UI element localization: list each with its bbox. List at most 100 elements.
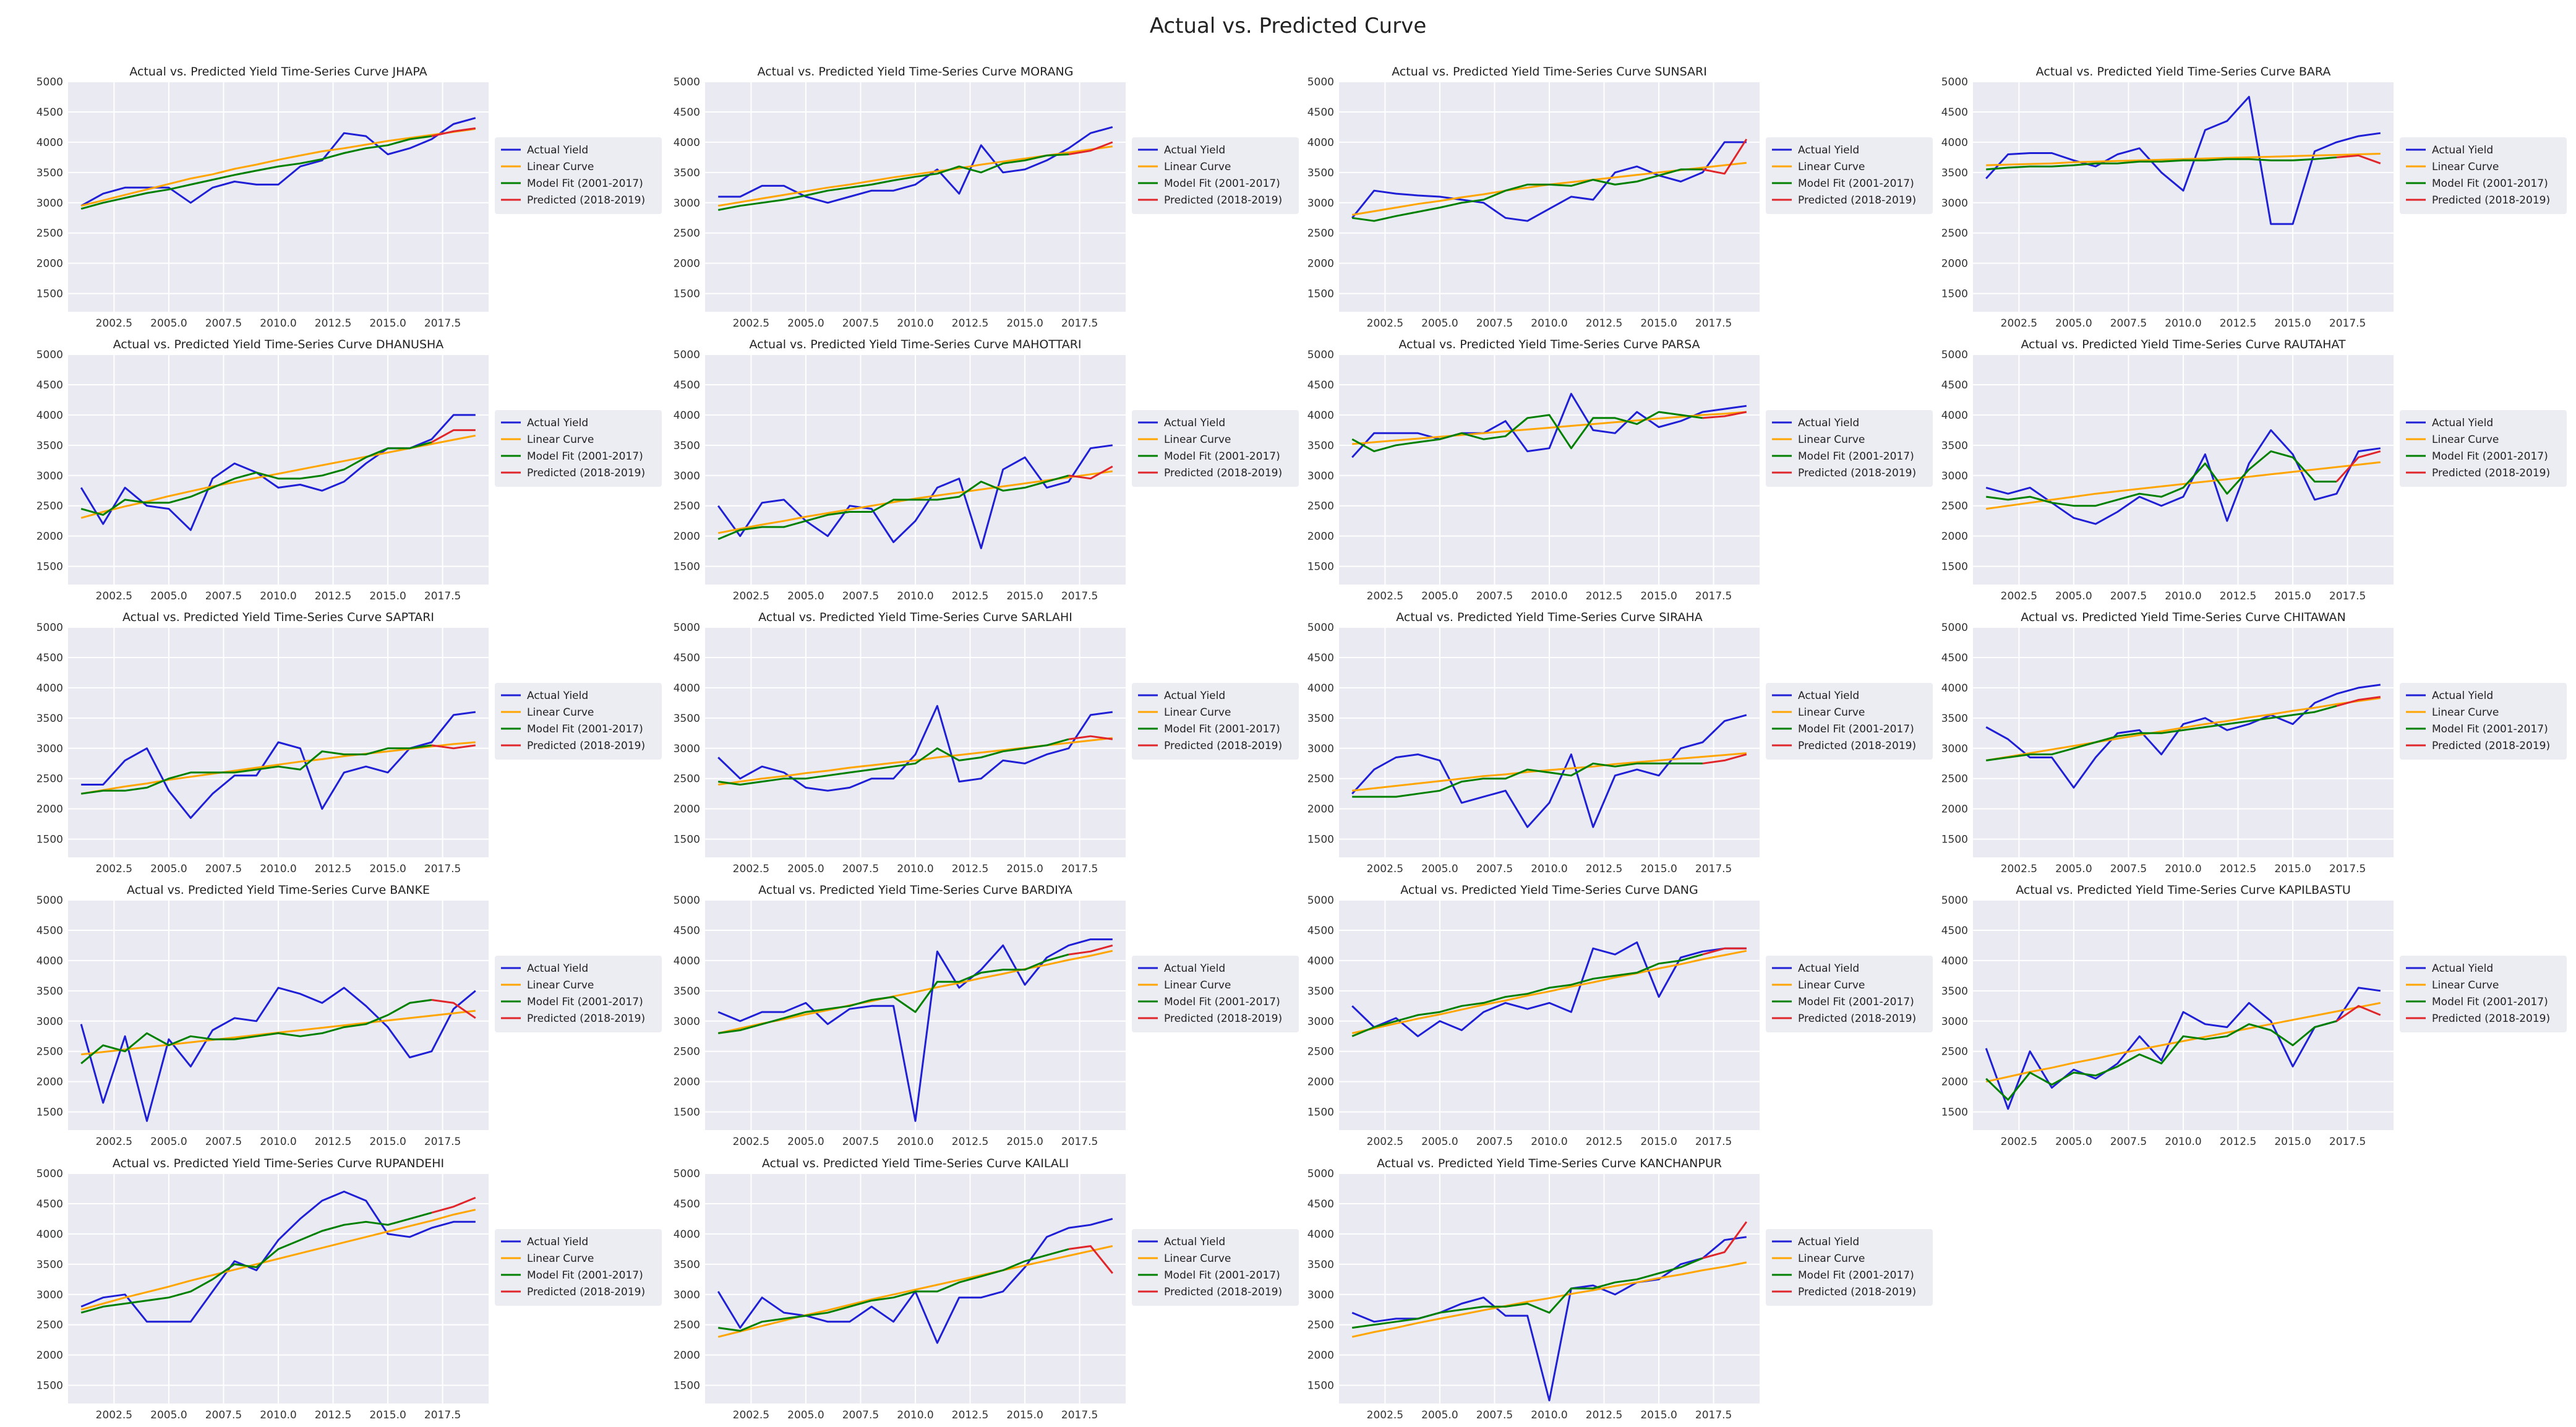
chart-panel: Actual vs. Predicted Yield Time-Series C… xyxy=(659,881,1302,1154)
y-tick-label: 1500 xyxy=(674,834,700,846)
linear-line xyxy=(717,1245,1113,1338)
x-tick-label: 2015.0 xyxy=(2274,863,2311,875)
linear-line xyxy=(1351,1261,1747,1338)
x-tick-label: 2017.5 xyxy=(2329,590,2366,602)
x-tick-label: 2017.5 xyxy=(1695,317,1732,330)
legend-label: Model Fit (2001-2017) xyxy=(2432,178,2548,190)
y-tick-label: 2000 xyxy=(1307,258,1334,270)
x-tick-label: 2002.5 xyxy=(96,1136,132,1148)
y-tick-label: 3500 xyxy=(36,440,63,452)
y-tick-label: 4000 xyxy=(1307,682,1334,695)
x-tick-label: 2017.5 xyxy=(1695,1136,1732,1148)
predicted-line xyxy=(1702,139,1748,175)
legend-box xyxy=(495,410,662,487)
legend-label: Actual Yield xyxy=(527,690,588,702)
predicted-line xyxy=(1702,753,1747,765)
y-tick-label: 3000 xyxy=(674,1289,700,1301)
chart-svg: Actual vs. Predicted Yield Time-Series C… xyxy=(36,1157,662,1421)
y-tick-label: 4000 xyxy=(36,409,63,422)
legend-label: Linear Curve xyxy=(2432,434,2499,446)
actual-line xyxy=(1351,141,1747,222)
legend-label: Model Fit (2001-2017) xyxy=(1798,450,1914,463)
y-tick-label: 5000 xyxy=(674,1168,700,1180)
x-tick-label: 2010.0 xyxy=(2165,1136,2201,1148)
x-tick-label: 2017.5 xyxy=(1061,317,1098,330)
linear-line xyxy=(1351,949,1747,1034)
legend-label: Model Fit (2001-2017) xyxy=(527,996,643,1008)
x-tick-label: 2010.0 xyxy=(1531,1409,1567,1421)
x-tick-label: 2010.0 xyxy=(897,590,933,602)
x-tick-label: 2012.5 xyxy=(315,1136,351,1148)
y-tick-label: 3500 xyxy=(1941,167,1968,179)
legend-box xyxy=(2400,956,2567,1032)
legend-label: Model Fit (2001-2017) xyxy=(1164,996,1280,1008)
x-tick-label: 2010.0 xyxy=(2165,317,2201,330)
x-tick-label: 2017.5 xyxy=(2329,317,2366,330)
legend-label: Actual Yield xyxy=(1798,962,1859,975)
legend-label: Linear Curve xyxy=(1798,1253,1865,1265)
y-tick-label: 3000 xyxy=(1941,743,1968,755)
y-tick-label: 4000 xyxy=(674,1228,700,1241)
y-tick-label: 2000 xyxy=(1941,1076,1968,1089)
y-tick-label: 1500 xyxy=(1307,1380,1334,1392)
actual-line xyxy=(717,705,1113,792)
chart-panel: Actual vs. Predicted Yield Time-Series C… xyxy=(22,63,665,335)
chart-svg: Actual vs. Predicted Yield Time-Series C… xyxy=(674,1157,1299,1421)
x-tick-label: 2017.5 xyxy=(424,863,461,875)
legend-label: Linear Curve xyxy=(2432,161,2499,173)
y-tick-label: 1500 xyxy=(1307,1107,1334,1119)
x-tick-label: 2012.5 xyxy=(315,1409,351,1421)
legend-label: Linear Curve xyxy=(1164,1253,1231,1265)
y-tick-label: 2000 xyxy=(674,258,700,270)
chart-panel: Actual vs. Predicted Yield Time-Series C… xyxy=(1293,63,1936,335)
linear-line xyxy=(1985,461,2381,510)
legend-label: Model Fit (2001-2017) xyxy=(1164,1269,1280,1282)
chart-title: Actual vs. Predicted Yield Time-Series C… xyxy=(762,1157,1069,1170)
y-tick-label: 3500 xyxy=(1307,1259,1334,1271)
y-tick-label: 2000 xyxy=(1941,803,1968,816)
fit-line xyxy=(1986,156,2337,171)
fit-line xyxy=(80,744,432,795)
x-tick-label: 2012.5 xyxy=(952,1136,988,1148)
y-tick-label: 2000 xyxy=(1307,803,1334,816)
x-tick-label: 2002.5 xyxy=(733,590,769,602)
y-tick-label: 4500 xyxy=(36,652,63,664)
y-tick-label: 1500 xyxy=(1307,288,1334,301)
x-tick-label: 2002.5 xyxy=(1367,1136,1403,1148)
x-tick-label: 2005.0 xyxy=(150,590,187,602)
x-tick-label: 2005.0 xyxy=(150,1409,187,1421)
legend-label: Model Fit (2001-2017) xyxy=(2432,450,2548,463)
chart-svg: Actual vs. Predicted Yield Time-Series C… xyxy=(674,611,1299,875)
legend-box xyxy=(1132,683,1299,760)
x-tick-label: 2017.5 xyxy=(1061,590,1098,602)
x-tick-label: 2015.0 xyxy=(1006,1136,1043,1148)
x-tick-label: 2017.5 xyxy=(1695,1409,1732,1421)
legend-label: Model Fit (2001-2017) xyxy=(2432,723,2548,735)
y-tick-label: 3000 xyxy=(36,1289,63,1301)
predicted-line xyxy=(1068,1245,1113,1274)
x-tick-label: 2002.5 xyxy=(2001,590,2037,602)
y-tick-label: 3000 xyxy=(36,197,63,210)
legend-label: Actual Yield xyxy=(2432,690,2493,702)
y-tick-label: 2500 xyxy=(1941,228,1968,240)
chart-title: Actual vs. Predicted Yield Time-Series C… xyxy=(758,883,1072,897)
y-tick-label: 2000 xyxy=(674,1076,700,1089)
x-tick-label: 2002.5 xyxy=(96,590,132,602)
x-tick-label: 2017.5 xyxy=(1695,863,1732,875)
y-tick-label: 1500 xyxy=(1307,561,1334,573)
y-tick-label: 2000 xyxy=(36,1076,63,1089)
x-tick-label: 2005.0 xyxy=(2055,317,2092,330)
chart-title: Actual vs. Predicted Yield Time-Series C… xyxy=(1377,1157,1722,1170)
legend-label: Predicted (2018-2019) xyxy=(1798,1013,1916,1025)
chart-svg: Actual vs. Predicted Yield Time-Series C… xyxy=(1307,338,1933,602)
y-tick-label: 2500 xyxy=(36,1046,63,1058)
y-tick-label: 5000 xyxy=(36,894,63,907)
legend-label: Predicted (2018-2019) xyxy=(2432,194,2550,207)
linear-line xyxy=(1352,752,1747,792)
y-tick-label: 4500 xyxy=(1307,652,1334,664)
x-tick-label: 2012.5 xyxy=(315,317,351,330)
x-tick-label: 2010.0 xyxy=(260,317,296,330)
chart-svg: Actual vs. Predicted Yield Time-Series C… xyxy=(674,883,1299,1148)
x-tick-label: 2015.0 xyxy=(2274,317,2311,330)
x-tick-label: 2002.5 xyxy=(96,317,132,330)
